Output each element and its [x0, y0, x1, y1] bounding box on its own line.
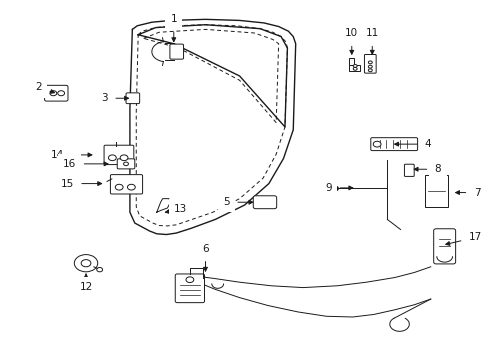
Text: 13: 13 [165, 204, 187, 215]
Circle shape [97, 267, 102, 272]
Bar [348, 65, 359, 71]
Text: 15: 15 [61, 179, 102, 189]
FancyBboxPatch shape [253, 196, 276, 209]
Circle shape [58, 91, 64, 96]
Circle shape [123, 162, 128, 166]
FancyBboxPatch shape [364, 54, 375, 73]
Circle shape [352, 64, 356, 67]
Circle shape [185, 277, 193, 283]
Circle shape [115, 184, 123, 190]
Text: 17: 17 [445, 232, 481, 246]
Text: 2: 2 [36, 82, 55, 93]
FancyBboxPatch shape [404, 164, 413, 176]
FancyBboxPatch shape [175, 274, 204, 303]
Text: 8: 8 [413, 164, 440, 174]
FancyBboxPatch shape [117, 159, 135, 169]
FancyBboxPatch shape [169, 44, 183, 59]
FancyBboxPatch shape [433, 229, 455, 264]
Circle shape [367, 69, 371, 72]
Circle shape [127, 184, 135, 190]
FancyBboxPatch shape [126, 93, 140, 104]
FancyBboxPatch shape [44, 85, 68, 101]
Text: 3: 3 [101, 93, 128, 103]
Text: 14: 14 [51, 150, 92, 160]
Circle shape [367, 61, 371, 64]
Circle shape [108, 155, 116, 161]
Bar [348, 58, 353, 65]
Circle shape [81, 260, 91, 267]
Circle shape [352, 67, 356, 70]
Circle shape [372, 141, 380, 147]
Text: 11: 11 [365, 28, 378, 54]
Text: 4: 4 [394, 139, 430, 149]
FancyBboxPatch shape [104, 145, 134, 165]
Text: 1: 1 [170, 14, 177, 42]
Text: 6: 6 [202, 243, 208, 271]
Text: 16: 16 [63, 159, 108, 169]
Text: 7: 7 [455, 188, 479, 198]
Bar [424, 175, 447, 207]
Circle shape [50, 91, 57, 96]
Text: 12: 12 [79, 274, 92, 292]
Circle shape [74, 255, 98, 272]
FancyBboxPatch shape [110, 175, 142, 194]
Circle shape [120, 155, 128, 161]
Text: 9: 9 [325, 183, 352, 193]
Text: 5: 5 [223, 197, 252, 207]
Circle shape [367, 65, 371, 68]
Text: 10: 10 [345, 28, 358, 54]
FancyBboxPatch shape [370, 138, 417, 150]
